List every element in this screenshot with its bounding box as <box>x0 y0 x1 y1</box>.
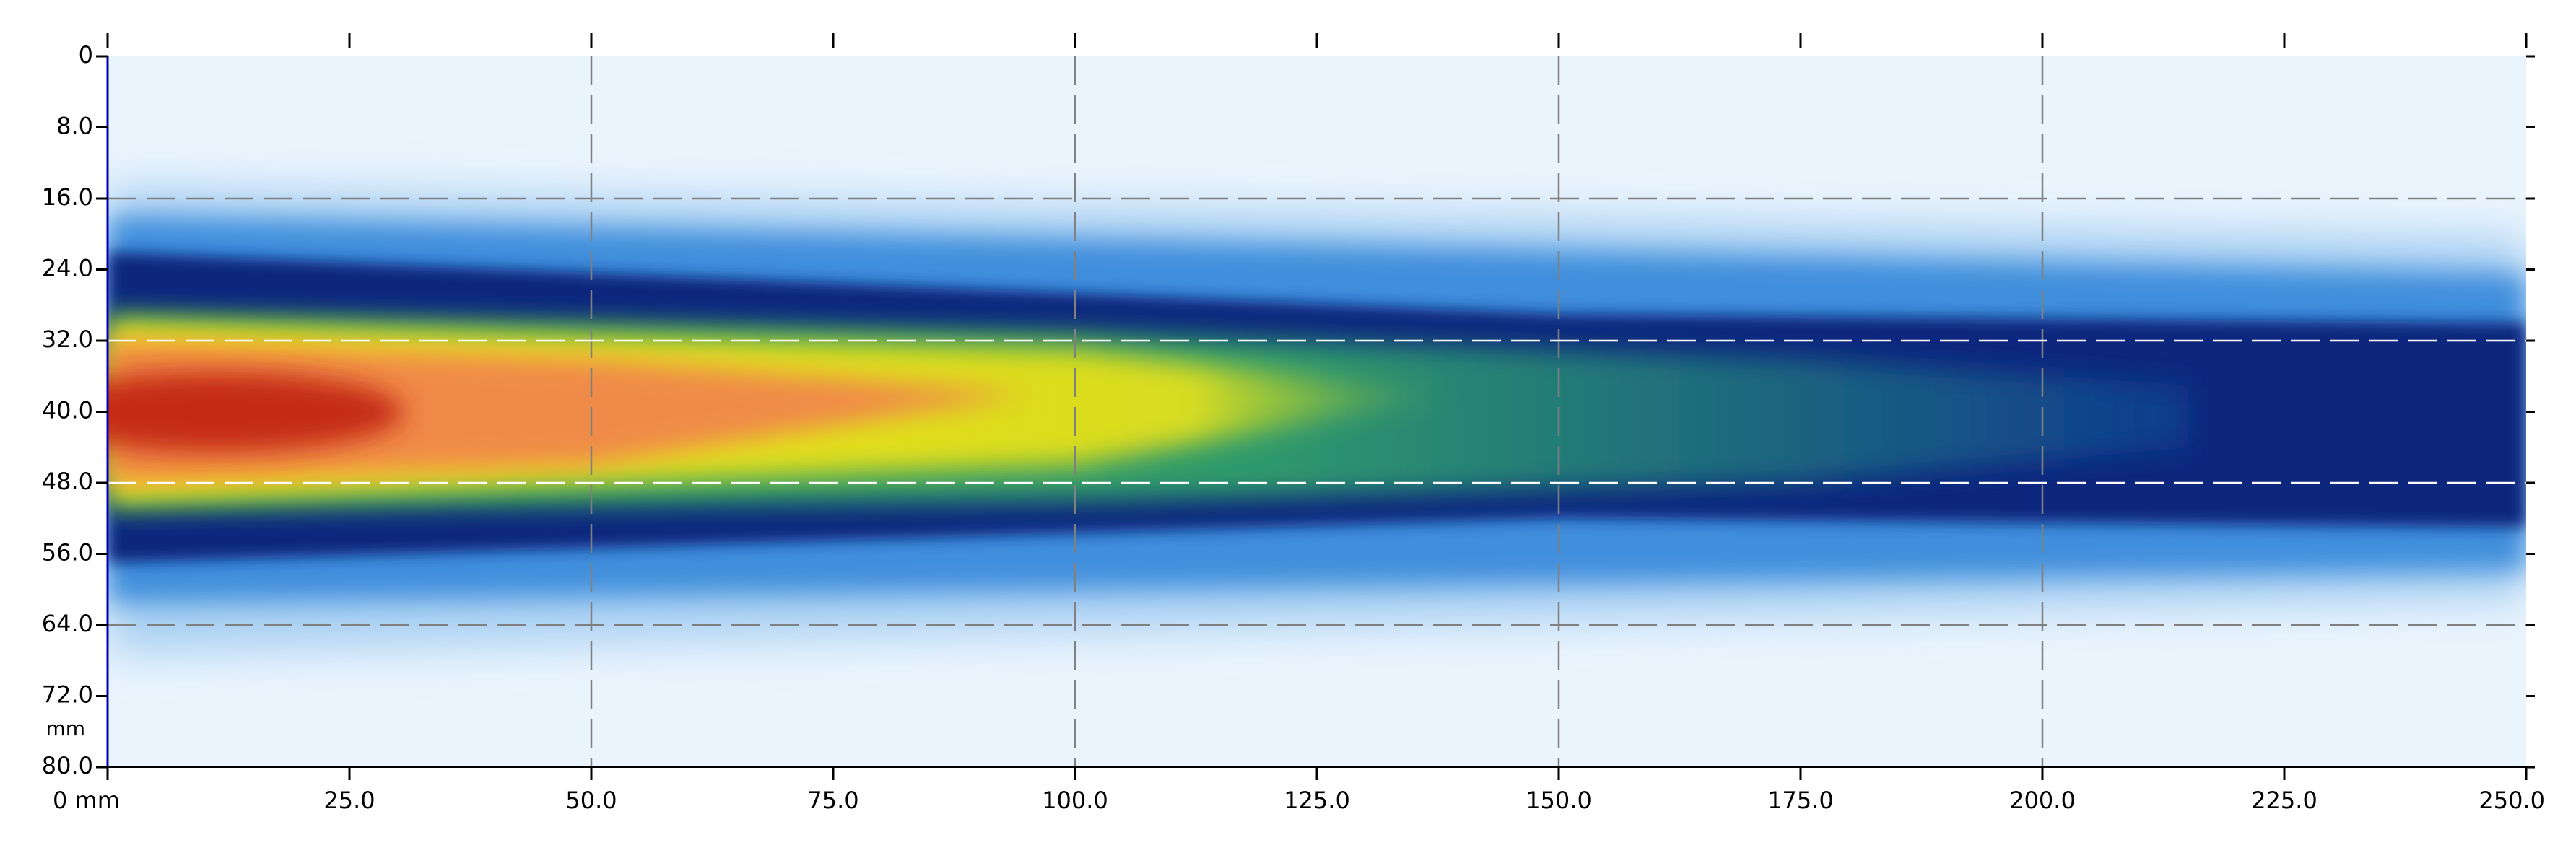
y-tick-label: 72.0 <box>42 681 93 709</box>
y-tick-label: 24.0 <box>42 255 93 282</box>
y-tick-label: 48.0 <box>42 468 93 495</box>
x-tick-label: 200.0 <box>2009 787 2076 814</box>
grid <box>108 56 2526 767</box>
x-tick-label: 125.0 <box>1284 787 1350 814</box>
y-unit: mm <box>45 717 85 740</box>
y-tick-label: 64.0 <box>42 610 93 637</box>
y-tick-label: 8.0 <box>56 113 93 140</box>
x-tick-label: 100.0 <box>1042 787 1108 814</box>
x-tick-label: 25.0 <box>323 787 375 814</box>
y-tick-label: 40.0 <box>42 397 93 424</box>
x-tick-label: 75.0 <box>807 787 858 814</box>
x-tick-label: 150.0 <box>1526 787 1592 814</box>
scan-image <box>108 56 2526 767</box>
y-tick-label: 80.0 <box>42 752 93 779</box>
y-tick-label: 32.0 <box>42 325 93 353</box>
x-tick-label: 0 mm <box>53 787 120 814</box>
x-tick-label: 175.0 <box>1767 787 1834 814</box>
x-tick-label: 50.0 <box>565 787 617 814</box>
y-tick-label: 0 <box>79 41 93 69</box>
y-tick-label: 16.0 <box>42 183 93 211</box>
x-tick-label: 250.0 <box>2479 787 2545 814</box>
x-tick-label: 225.0 <box>2251 787 2318 814</box>
y-tick-label: 56.0 <box>42 539 93 567</box>
